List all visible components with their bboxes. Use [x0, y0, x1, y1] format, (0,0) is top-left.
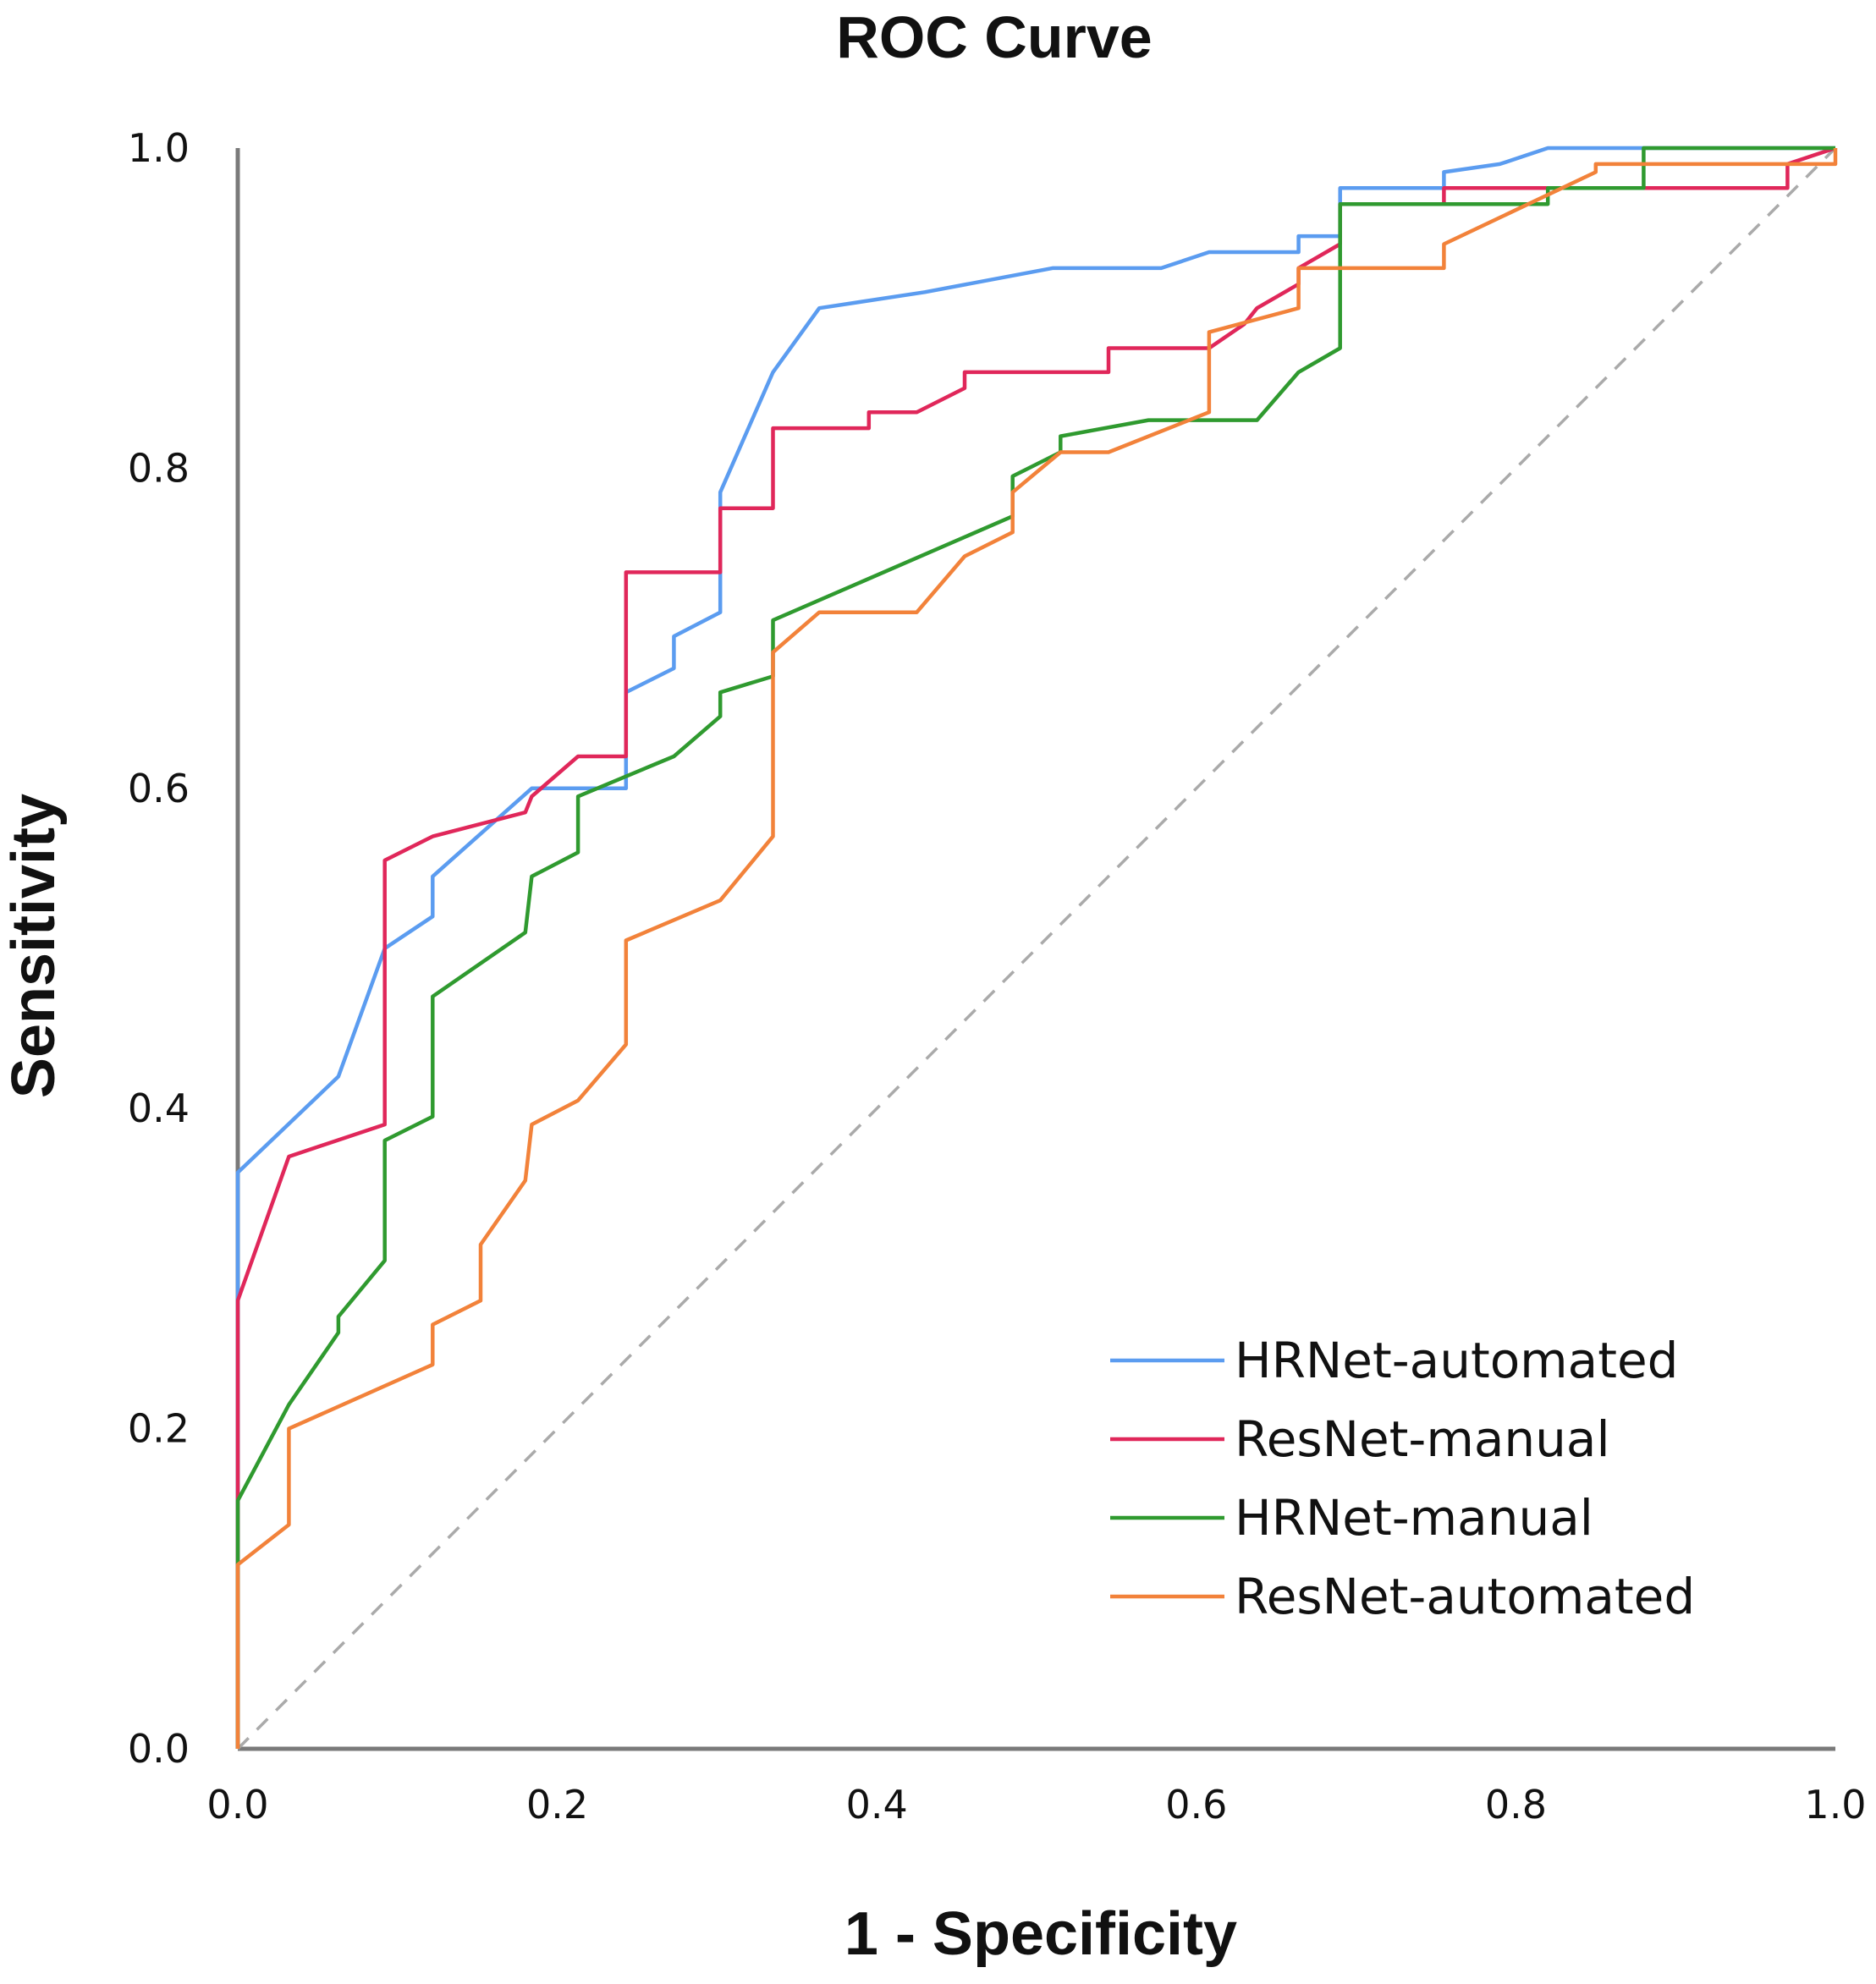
x-tick-label: 0.8 [1485, 1782, 1547, 1827]
y-tick-label: 0.6 [128, 766, 190, 811]
y-tick-label: 1.0 [128, 125, 190, 171]
x-tick-label: 1.0 [1804, 1782, 1866, 1827]
axes: 0.0 0.2 0.4 0.6 0.8 1.0 0.0 0.2 0.4 0.6 0.8 1.0 [128, 125, 1867, 1827]
reference-line [236, 146, 1837, 1750]
legend-label-hrnet-automated: HRNet-automated [1235, 1332, 1678, 1389]
y-tick-label: 0.2 [128, 1406, 190, 1452]
legend-label-resnet-automated: ResNet-automated [1235, 1568, 1695, 1625]
series-line-hrnet-automated [235, 146, 1835, 1749]
y-tick-label: 0.8 [128, 445, 190, 491]
series-line-hrnet-manual [235, 146, 1835, 1749]
legend: HRNet-automated ResNet-manual HRNet-manual… [1110, 1332, 1695, 1625]
y-tick-label: 0.0 [128, 1726, 190, 1772]
x-tick-label: 0.4 [846, 1782, 908, 1827]
x-axis-label: 1 - Specificity [844, 1900, 1237, 1968]
x-tick-label: 0.2 [526, 1782, 588, 1827]
x-tick-label: 0.6 [1165, 1782, 1227, 1827]
series-group [235, 146, 1838, 1749]
y-tick-label: 0.4 [128, 1085, 190, 1131]
x-tick-label: 0.0 [206, 1782, 268, 1827]
chance-diagonal-line [236, 146, 1837, 1750]
legend-label-resnet-manual: ResNet-manual [1235, 1410, 1610, 1468]
y-axis-label: Sensitivity [0, 794, 68, 1098]
chart-title: ROC Curve [836, 4, 1152, 70]
series-line-resnet-automated [235, 148, 1838, 1749]
legend-label-hrnet-manual: HRNet-manual [1235, 1489, 1593, 1547]
